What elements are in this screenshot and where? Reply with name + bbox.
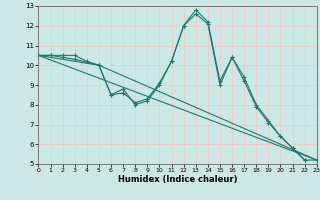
X-axis label: Humidex (Indice chaleur): Humidex (Indice chaleur) bbox=[118, 175, 237, 184]
